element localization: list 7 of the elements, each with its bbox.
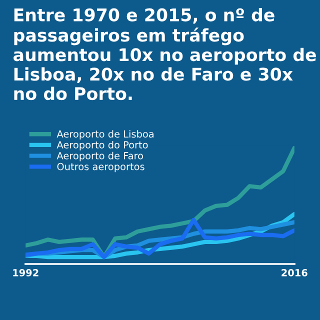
legend-label: Aeroporto de Lisboa xyxy=(56,130,154,140)
chart-title: Entre 1970 e 2015, o nº de passageiros em tráfego aumentou 10x no aeroporto de Lisboa, 20x no de Faro e 30x no do Porto. xyxy=(14,8,316,100)
legend-label: Aeroporto de Faro xyxy=(56,152,143,162)
legend-label: Aeroporto do Porto xyxy=(56,140,148,150)
x-tick-label: 2016 xyxy=(282,269,308,276)
x-tick-label: 1992 xyxy=(13,269,38,276)
legend-label: Outros aeroportos xyxy=(57,162,144,172)
